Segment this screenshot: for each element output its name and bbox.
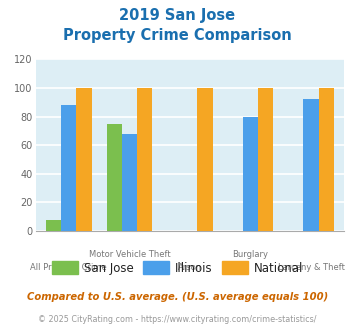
Bar [137,88,152,231]
Legend: San Jose, Illinois, National: San Jose, Illinois, National [47,257,308,280]
Text: Arson: Arson [178,263,202,272]
Bar [46,219,61,231]
Text: Motor Vehicle Theft: Motor Vehicle Theft [88,250,170,259]
Text: Property Crime Comparison: Property Crime Comparison [63,28,292,43]
Text: All Property Crime: All Property Crime [31,263,107,272]
Text: © 2025 CityRating.com - https://www.cityrating.com/crime-statistics/: © 2025 CityRating.com - https://www.city… [38,315,317,324]
Bar [197,88,213,231]
Text: Compared to U.S. average. (U.S. average equals 100): Compared to U.S. average. (U.S. average … [27,292,328,302]
Bar [304,99,319,231]
Text: Burglary: Burglary [233,250,268,259]
Bar [243,116,258,231]
Bar [258,88,273,231]
Text: 2019 San Jose: 2019 San Jose [119,8,236,23]
Bar [106,124,122,231]
Bar [122,134,137,231]
Bar [61,105,76,231]
Bar [76,88,92,231]
Bar [319,88,334,231]
Text: Larceny & Theft: Larceny & Theft [278,263,344,272]
